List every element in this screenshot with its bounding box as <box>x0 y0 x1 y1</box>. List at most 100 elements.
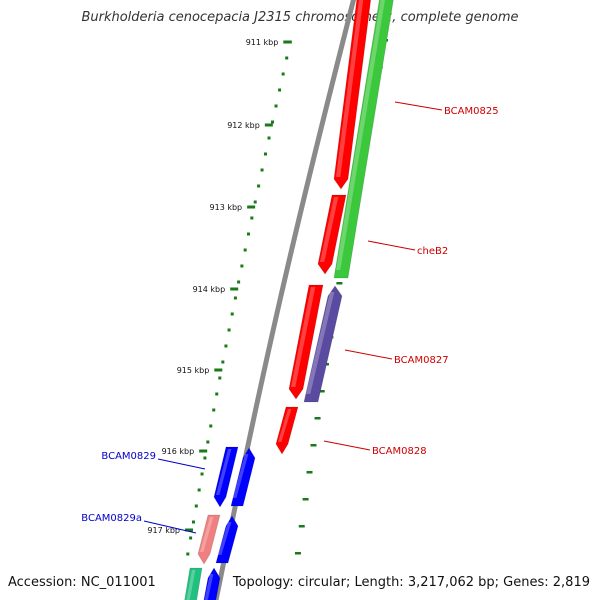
gene-arrow-blue-1-shine <box>216 449 232 495</box>
gene-arrow-blue-2 <box>230 447 256 507</box>
ruler-minor-tick <box>240 264 244 268</box>
gene-label: BCAM0828 <box>372 446 427 457</box>
ruler-label: 911 kbp <box>246 38 279 47</box>
ruler-label: 914 kbp <box>193 285 226 294</box>
gene-arrow-green-shine <box>336 0 385 270</box>
gene-arrow-red-2-body <box>317 194 347 275</box>
gene-leader-line <box>157 458 206 470</box>
ruler-label: 915 kbp <box>177 366 210 375</box>
ruler-minor-tick <box>281 72 285 76</box>
ruler-minor-tick <box>227 328 231 332</box>
gene-arrow-red-2 <box>317 194 347 275</box>
ruler-label: 912 kbp <box>227 121 260 130</box>
gene-labels: BCAM0825 cheB2 BCAM0827 BCAM0828 BCAM0829 BCA… <box>81 101 499 534</box>
ruler-major-tick <box>283 40 292 44</box>
ruler-ticks: 911 kbp 912 kbp 913 kbp 914 kbp 915 kbp 916 k… <box>147 38 389 556</box>
gene-arrow-purple <box>303 285 343 403</box>
ruler-minor-tick <box>194 504 198 508</box>
gene-arrow-purple-shine <box>306 292 335 394</box>
gene-leader-line <box>323 440 371 451</box>
ruler-minor-tick <box>264 152 268 156</box>
gene-arrow-red-1 <box>333 0 372 190</box>
gene-label: BCAM0825 <box>444 106 499 117</box>
gene-arrow-blue-4-shine <box>204 574 214 600</box>
ruler-minor-tick <box>278 88 282 92</box>
ruler-label: 917 kbp <box>147 526 180 535</box>
ruler-minor-tick <box>197 488 201 492</box>
accession-label: Accession: <box>8 575 77 590</box>
ruler-minor-tick <box>270 120 274 124</box>
ruler-minor-tick <box>200 472 204 476</box>
gene-label: BCAM0827 <box>394 355 449 366</box>
gene-arrow-blue-3-shine <box>218 522 232 555</box>
ruler-minor-tick <box>221 360 225 364</box>
gene-leader-line <box>143 520 197 534</box>
ruler-minor-tick <box>209 424 213 428</box>
ruler-major-tick <box>199 449 208 453</box>
ruler-minor-tick <box>206 440 210 444</box>
length-value: 3,217,062 bp <box>407 575 495 590</box>
outer-tick <box>306 471 313 474</box>
outer-tick <box>318 390 325 393</box>
gene-arrow-blue-2-body <box>230 447 256 507</box>
genes-value: 2,819 <box>552 575 590 590</box>
gene-arrow-red-3-body <box>288 284 324 400</box>
ruler-minor-tick <box>253 200 257 204</box>
gene-leader-line <box>367 240 416 251</box>
gene-arrow-red-3 <box>288 284 324 400</box>
outer-tick <box>336 282 343 285</box>
ruler-minor-tick <box>218 376 222 380</box>
gene-arrow-red-4-body <box>275 406 299 455</box>
ruler-minor-tick <box>250 216 254 220</box>
outer-tick <box>302 498 309 501</box>
ruler-minor-tick <box>233 296 237 300</box>
ruler-minor-tick <box>274 104 278 108</box>
ruler-minor-tick <box>215 392 219 396</box>
length-label: Length: <box>354 575 404 590</box>
ruler-label: 916 kbp <box>162 447 195 456</box>
gene-arrow-blue-1 <box>213 446 239 508</box>
ruler-minor-tick <box>267 136 271 140</box>
outer-tick <box>314 417 321 420</box>
gene-label: BCAM0829a <box>81 513 142 524</box>
ruler-minor-tick <box>203 456 207 460</box>
gene-leader-line <box>344 349 393 360</box>
ruler-minor-tick <box>212 408 216 412</box>
gene-arrow-blue-1-body <box>213 446 239 508</box>
map-title: Burkholderia cenocepacia J2315 chromosom… <box>81 10 519 25</box>
gene-arrow-pink-body <box>197 514 221 565</box>
gene-arrow-red-3-shine <box>291 287 316 387</box>
gene-arrow-teal <box>184 567 203 600</box>
outer-tick <box>310 444 317 447</box>
gene-arrow-green <box>333 0 394 279</box>
ruler-major-tick <box>264 123 273 127</box>
accession-value: NC_011001 <box>80 575 156 590</box>
topology-label: Topology: <box>232 575 294 590</box>
ruler-minor-tick <box>260 168 264 172</box>
gene-arrow-red-2-shine <box>320 197 339 262</box>
ruler-major-tick <box>230 287 239 291</box>
ruler-minor-tick <box>257 184 261 188</box>
ruler-minor-tick <box>191 520 195 524</box>
gene-arrow-teal-body <box>184 567 203 600</box>
ruler-minor-tick <box>246 232 250 236</box>
ruler-minor-tick <box>224 344 228 348</box>
ruler-minor-tick <box>243 248 247 252</box>
gene-label: BCAM0829 <box>101 451 156 462</box>
gene-leader-line <box>394 101 443 111</box>
ruler-minor-tick <box>230 312 234 316</box>
ruler-label: 913 kbp <box>210 203 243 212</box>
gene-arrow-pink-shine <box>200 517 214 552</box>
genome-stats: Topology: circular Length: 3,217,062 bp Ge… <box>233 575 590 590</box>
ruler-major-tick <box>185 528 194 532</box>
ruler-minor-tick <box>237 280 241 284</box>
gene-arrow-purple-body <box>303 285 343 403</box>
gene-arrow-red-4 <box>275 406 299 455</box>
gene-arrow-red-1-shine <box>336 0 364 177</box>
gene-label: cheB2 <box>417 246 448 257</box>
ruler-minor-tick <box>285 56 289 60</box>
outer-tick <box>298 525 305 528</box>
genes-label: Genes: <box>503 575 549 590</box>
topology-value: circular <box>297 575 346 590</box>
